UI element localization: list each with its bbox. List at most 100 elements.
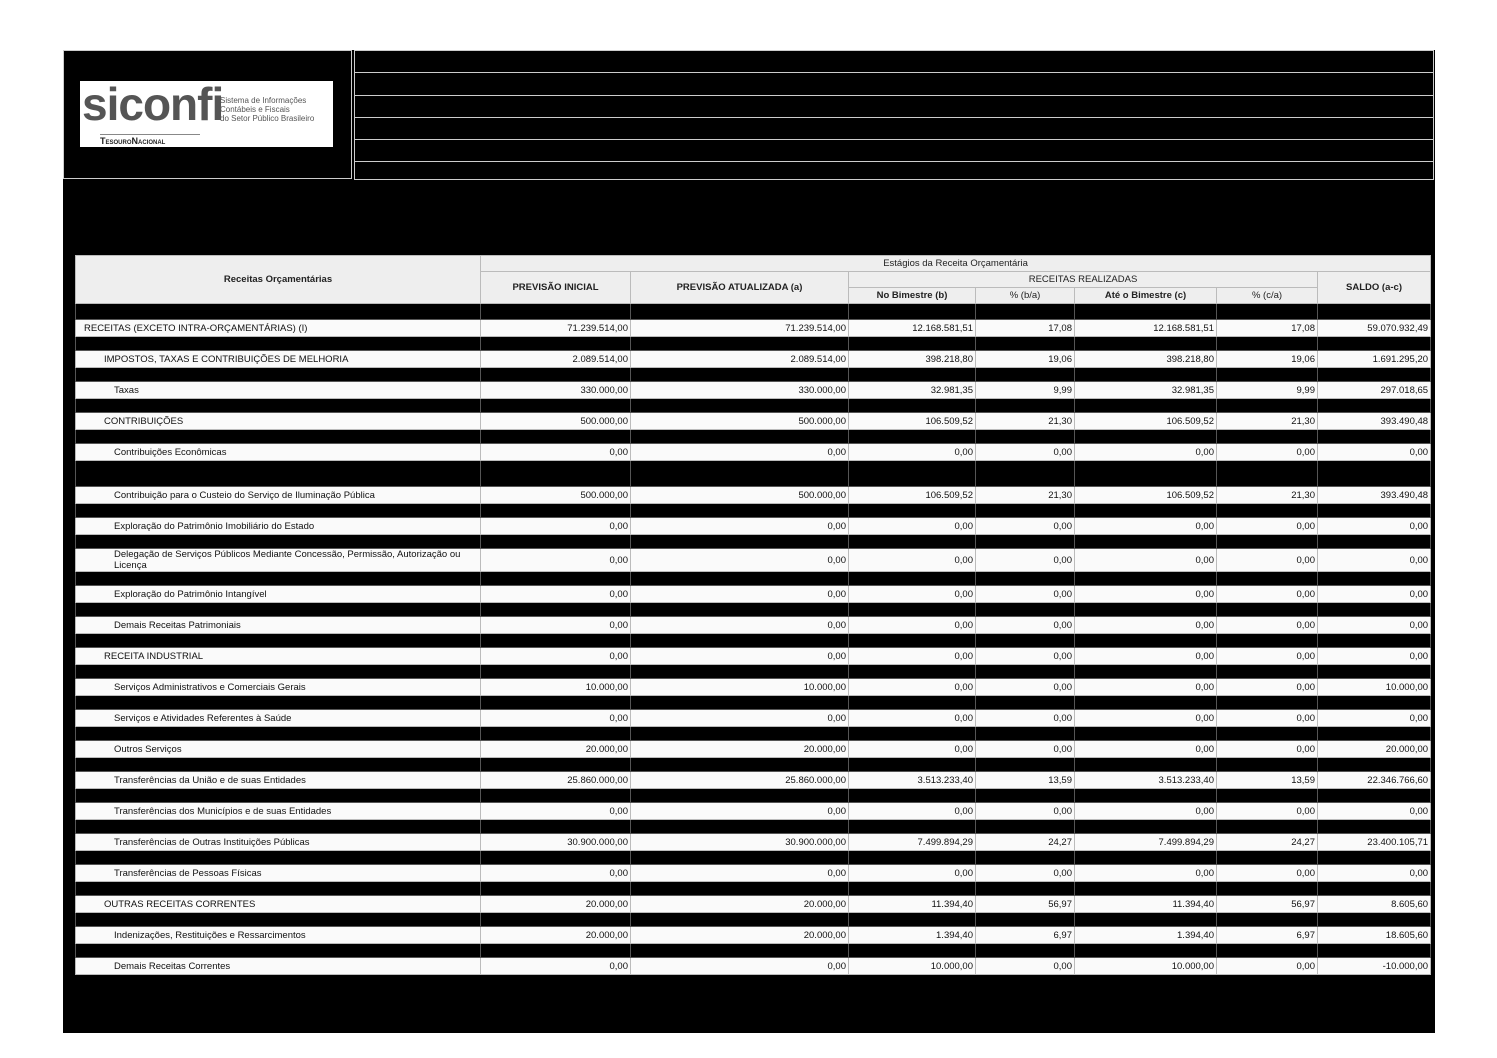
spacer-cell <box>1316 943 1432 958</box>
value-cell: 11.394,40 <box>1074 895 1217 913</box>
spacer-cell <box>75 398 481 413</box>
spacer-row <box>75 602 1432 617</box>
value-cell: 6,97 <box>975 926 1075 944</box>
value-cell: 0,00 <box>1316 585 1432 603</box>
spacer-row <box>75 819 1432 834</box>
value-cell: 20.000,00 <box>480 740 631 758</box>
value-cell: 0,00 <box>975 548 1075 572</box>
data-row: OUTRAS RECEITAS CORRENTES 20.000,00 20.000… <box>75 895 1432 913</box>
column-header: Receitas Orçamentárias <box>75 255 481 304</box>
logo-cell <box>63 50 352 179</box>
value-cell: 21,30 <box>1216 486 1318 504</box>
spacer-cell <box>630 398 849 413</box>
spacer-cell <box>630 881 849 896</box>
value-cell: 21,30 <box>975 486 1075 504</box>
spacer-cell <box>630 336 849 351</box>
spacer-cell <box>75 367 481 382</box>
spacer-cell <box>1074 881 1217 896</box>
spacer-cell <box>975 633 1075 648</box>
value-cell: 13,59 <box>975 771 1075 789</box>
row-label: Serviços Administrativos e Comerciais Ge… <box>75 678 481 696</box>
spacer-cell <box>975 943 1075 958</box>
value-cell: 19,06 <box>975 350 1075 368</box>
spacer-cell <box>1074 503 1217 518</box>
value-cell: 0,00 <box>630 709 849 727</box>
value-cell: 106.509,52 <box>848 412 976 430</box>
row-label: Transferências de Outras Instituições Pú… <box>75 833 481 851</box>
spacer-cell <box>1216 571 1318 586</box>
spacer-cell <box>480 367 631 382</box>
spacer-cell <box>480 398 631 413</box>
spacer-cell <box>975 398 1075 413</box>
value-cell: 0,00 <box>630 864 849 882</box>
spacer-cell <box>630 303 849 320</box>
value-cell: 0,00 <box>1216 443 1318 461</box>
column-header: PREVISÃO INICIAL <box>480 271 631 304</box>
revenue-table: Receitas Orçamentárias Estágios da Receit… <box>75 255 1432 975</box>
spacer-cell <box>848 664 976 679</box>
row-label: Contribuições Econômicas <box>75 443 481 461</box>
value-cell: 0,00 <box>975 802 1075 820</box>
spacer-cell <box>975 757 1075 772</box>
row-label: Transferências de Pessoas Físicas <box>75 864 481 882</box>
row-label: Exploração do Patrimônio Imobiliário do … <box>75 517 481 535</box>
spacer-cell <box>975 303 1075 320</box>
value-cell: 9,99 <box>975 381 1075 399</box>
spacer-cell <box>975 602 1075 617</box>
value-cell: 0,00 <box>1316 443 1432 461</box>
spacer-cell <box>848 367 976 382</box>
spacer-cell <box>1316 336 1432 351</box>
spacer-cell <box>480 881 631 896</box>
spacer-cell <box>848 503 976 518</box>
value-cell: 2.089.514,00 <box>480 350 631 368</box>
value-cell: 0,00 <box>975 678 1075 696</box>
spacer-cell <box>975 819 1075 834</box>
spacer-cell <box>480 912 631 927</box>
spacer-cell <box>630 664 849 679</box>
value-cell: 393.490,48 <box>1316 486 1432 504</box>
value-cell: 3.513.233,40 <box>1074 771 1217 789</box>
spacer-cell <box>975 534 1075 549</box>
data-row: RECEITA INDUSTRIAL 0,00 0,00 0,00 0,00 0,00 0,… <box>75 647 1432 665</box>
spacer-cell <box>75 602 481 617</box>
spacer-cell <box>1216 819 1318 834</box>
spacer-cell <box>1216 695 1318 710</box>
value-cell: 0,00 <box>1074 517 1217 535</box>
data-row: Transferências de Pessoas Físicas 0,00 0,0… <box>75 864 1432 882</box>
tagline: Sistema de Informações Contábeis e Fisca… <box>220 96 314 123</box>
spacer-cell <box>630 633 849 648</box>
value-cell: 10.000,00 <box>848 957 976 975</box>
spacer-cell <box>975 429 1075 444</box>
column-header: Até o Bimestre (c) <box>1074 287 1217 304</box>
value-cell: 0,00 <box>630 616 849 634</box>
value-cell: 0,00 <box>1216 957 1318 975</box>
value-cell: 71.239.514,00 <box>630 319 849 337</box>
spacer-row <box>75 757 1432 772</box>
header-row <box>354 139 1434 162</box>
value-cell: 0,00 <box>1074 802 1217 820</box>
spacer-cell <box>480 943 631 958</box>
header-row <box>354 95 1434 118</box>
spacer-cell <box>1216 788 1318 803</box>
spacer-cell <box>630 534 849 549</box>
spacer-cell <box>1216 602 1318 617</box>
value-cell: 25.860.000,00 <box>480 771 631 789</box>
value-cell: 0,00 <box>1216 647 1318 665</box>
spacer-cell <box>1316 664 1432 679</box>
value-cell: 17,08 <box>1216 319 1318 337</box>
value-cell: 330.000,00 <box>480 381 631 399</box>
spacer-cell <box>848 571 976 586</box>
spacer-cell <box>630 503 849 518</box>
spacer-cell <box>975 460 1075 487</box>
spacer-cell <box>1316 819 1432 834</box>
spacer-cell <box>75 571 481 586</box>
value-cell: 20.000,00 <box>630 926 849 944</box>
value-cell: 0,00 <box>1074 616 1217 634</box>
value-cell: 0,00 <box>480 864 631 882</box>
data-row: Taxas 330.000,00 330.000,00 32.981,35 9,99 32… <box>75 381 1432 399</box>
group-header: RECEITAS REALIZADAS <box>848 271 1318 288</box>
value-cell: 500.000,00 <box>630 486 849 504</box>
spacer-cell <box>480 503 631 518</box>
row-label: Transferências dos Municípios e de suas … <box>75 802 481 820</box>
